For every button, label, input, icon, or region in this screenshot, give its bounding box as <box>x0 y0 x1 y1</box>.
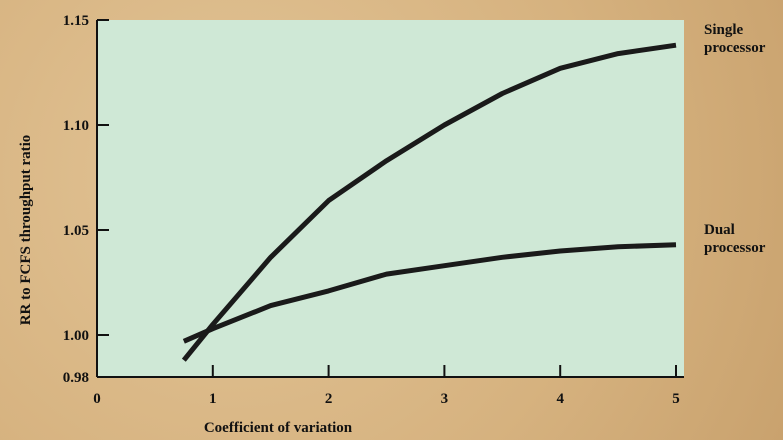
y-tick-label: 1.05 <box>63 223 89 239</box>
series-label: Dual processor <box>704 221 766 256</box>
plot-area <box>97 20 684 377</box>
x-tick-label: 4 <box>556 391 564 407</box>
x-axis-label: Coefficient of variation <box>204 420 353 436</box>
y-tick-label: 1.00 <box>63 328 89 344</box>
x-tick-label: 1 <box>209 391 217 407</box>
y-tick-label: 0.98 <box>63 370 89 386</box>
x-tick-label: 0 <box>93 391 101 407</box>
y-tick-label: 1.15 <box>63 13 89 29</box>
series-label: Single processor <box>704 22 766 57</box>
x-tick-label: 2 <box>325 391 333 407</box>
x-tick-label: 5 <box>672 391 680 407</box>
y-axis-label: RR to FCFS throughput ratio <box>18 135 34 326</box>
series-line <box>181 42 677 362</box>
x-tick-label: 3 <box>441 391 449 407</box>
y-tick-label: 1.10 <box>63 118 89 134</box>
series-line <box>182 242 677 344</box>
